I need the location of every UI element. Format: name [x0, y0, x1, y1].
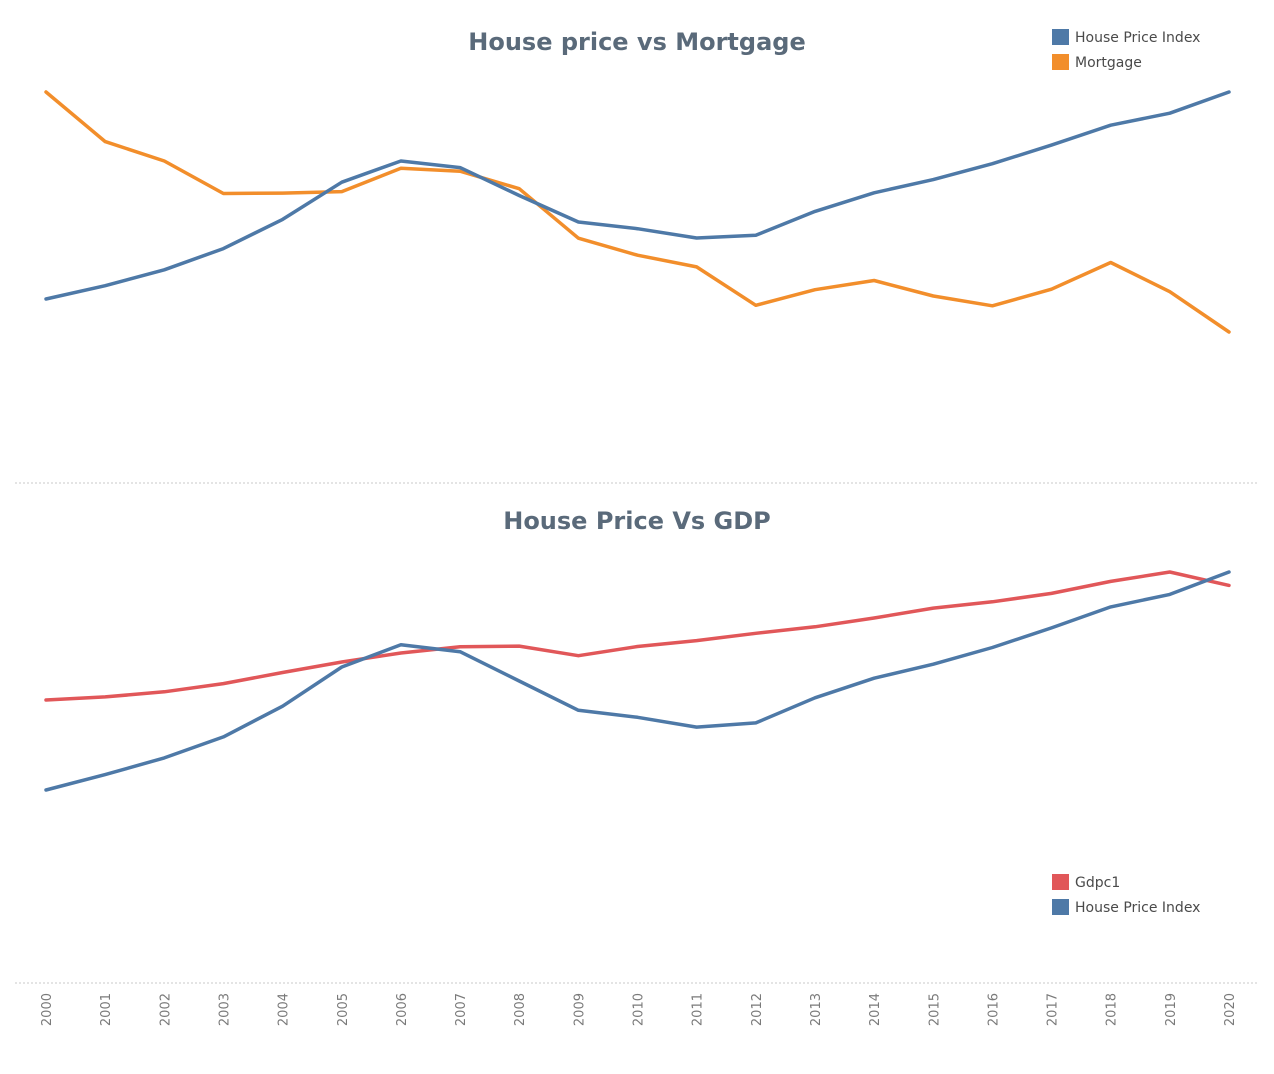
series-line-house-price-index[interactable] [44, 90, 1231, 301]
x-tick-label: 2012 [750, 993, 765, 1026]
x-tick-label: 2017 [1046, 993, 1061, 1026]
x-tick-label: 2014 [868, 993, 883, 1026]
x-tick-label: 2018 [1105, 993, 1120, 1026]
chart-title: House Price Vs GDP [503, 507, 771, 535]
x-tick-label: 2007 [454, 993, 469, 1026]
plot-area [44, 570, 1231, 792]
series-line-house-price-index[interactable] [44, 570, 1231, 792]
chart-house-price-vs-mortgage: House price vs Mortgage House Price Inde… [44, 28, 1231, 334]
x-tick-label: 2004 [277, 993, 292, 1026]
legend-item[interactable]: Mortgage [1052, 54, 1142, 71]
series-line-gdpc1[interactable] [44, 570, 1231, 702]
legend-item[interactable]: House Price Index [1052, 899, 1200, 916]
x-tick-label: 2006 [395, 993, 410, 1026]
series-line-mortgage[interactable] [44, 90, 1231, 334]
legend-label: Gdpc1 [1075, 875, 1120, 891]
x-tick-label: 2016 [986, 993, 1001, 1026]
legend[interactable]: Gdpc1 House Price Index [1052, 874, 1200, 916]
legend-label: House Price Index [1075, 900, 1200, 916]
legend-label: Mortgage [1075, 55, 1142, 71]
x-tick-label: 2020 [1223, 993, 1238, 1026]
x-tick-label: 2009 [572, 993, 587, 1026]
legend-swatch [1052, 874, 1069, 890]
legend-label: House Price Index [1075, 30, 1200, 46]
x-tick-label: 2013 [809, 993, 824, 1026]
plot-area [44, 90, 1231, 334]
x-tick-label: 2002 [158, 993, 173, 1026]
legend-item[interactable]: Gdpc1 [1052, 874, 1120, 891]
chart-title: House price vs Mortgage [468, 28, 805, 56]
chart-house-price-vs-gdp: House Price Vs GDP Gdpc1 House Price Inde… [44, 507, 1231, 916]
x-tick-label: 2010 [632, 993, 647, 1026]
x-tick-label: 2019 [1164, 993, 1179, 1026]
x-tick-label: 2005 [336, 993, 351, 1026]
x-tick-label: 2008 [513, 993, 528, 1026]
legend-item[interactable]: House Price Index [1052, 29, 1200, 46]
legend[interactable]: House Price Index Mortgage [1052, 29, 1200, 71]
x-tick-label: 2015 [927, 993, 942, 1026]
legend-swatch [1052, 899, 1069, 915]
x-axis: 2000 2001 2002 2003 2004 2005 2006 2007 2008 2009… [40, 993, 1238, 1026]
x-tick-label: 2000 [40, 993, 55, 1026]
x-tick-label: 2001 [99, 993, 114, 1026]
legend-swatch [1052, 29, 1069, 45]
x-tick-label: 2011 [691, 993, 706, 1026]
legend-swatch [1052, 54, 1069, 70]
x-tick-label: 2003 [217, 993, 232, 1026]
